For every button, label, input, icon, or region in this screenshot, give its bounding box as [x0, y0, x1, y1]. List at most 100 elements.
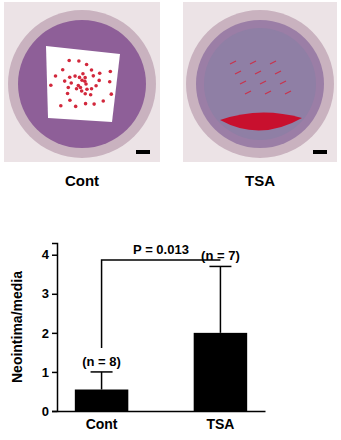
panel-label: TSA — [245, 172, 275, 189]
blood-cell — [108, 80, 112, 84]
blood-clot — [220, 112, 302, 130]
y-tick: 4 — [42, 247, 57, 262]
error-bar-cap — [91, 371, 113, 373]
blood-cell — [69, 81, 73, 85]
micrograph — [4, 2, 160, 162]
red-streak — [260, 81, 266, 84]
y-tick-mark — [52, 372, 57, 374]
y-tick-mark — [52, 294, 57, 296]
y-tick-mark — [52, 333, 57, 335]
blood-cell — [75, 87, 79, 91]
y-tick-mark — [52, 411, 57, 413]
x-tick: Cont — [86, 411, 118, 432]
plot-area — [75, 266, 247, 411]
blood-cell — [85, 87, 89, 91]
blood-cell — [61, 68, 65, 72]
blood-cell — [101, 99, 105, 103]
blood-cell — [92, 102, 96, 106]
p-value-label: P = 0.013 — [133, 242, 189, 257]
blood-cell — [80, 89, 84, 93]
error-bar — [209, 266, 231, 332]
y-tick: 0 — [42, 404, 57, 419]
y-tick-label: 2 — [42, 326, 49, 341]
error-bar — [91, 372, 113, 390]
blood-cell — [80, 78, 84, 82]
blood-cell — [83, 92, 87, 96]
blood-cell — [67, 59, 71, 63]
scale-bar — [313, 150, 327, 154]
lumen — [46, 46, 120, 122]
y-tick-mark — [52, 254, 57, 256]
blood-cell — [59, 104, 63, 108]
blood-cell — [68, 99, 72, 103]
x-axis: Cont TSA — [58, 411, 266, 432]
blood-cell — [77, 59, 81, 63]
x-tick-label: Cont — [86, 416, 118, 432]
blood-cell — [94, 84, 98, 88]
red-streak — [270, 61, 276, 64]
y-tick: 3 — [42, 286, 57, 301]
micrograph-background — [183, 2, 337, 162]
error-bar-stem — [101, 372, 103, 390]
blood-cell — [83, 76, 87, 80]
blood-cell — [89, 93, 93, 97]
blood-cell — [63, 79, 67, 83]
x-axis-line — [58, 411, 266, 413]
blood-cell — [66, 92, 70, 96]
y-axis-title: Neointima/media — [9, 271, 25, 383]
x-tick: TSA — [206, 411, 234, 432]
blood-cell — [68, 75, 72, 79]
micrograph — [183, 2, 337, 162]
red-streak — [280, 81, 286, 84]
blood-cell — [85, 63, 89, 67]
y-tick: 1 — [42, 365, 57, 380]
blood-cell — [49, 83, 53, 87]
blood-cell — [97, 79, 101, 83]
y-tick-label: 4 — [42, 247, 50, 262]
red-streak — [240, 81, 246, 84]
blood-cell — [90, 68, 94, 72]
panel-label: Cont — [65, 172, 99, 189]
adventitia — [186, 10, 334, 158]
bar — [194, 333, 247, 411]
red-streak — [285, 91, 291, 94]
y-tick-label: 0 — [42, 404, 49, 419]
error-bar-cap — [209, 266, 231, 268]
neointima — [204, 28, 316, 140]
blood-cell — [98, 71, 102, 75]
significance-bracket — [102, 260, 221, 348]
blood-cell — [92, 74, 96, 78]
adventitia — [8, 10, 156, 158]
blood-cell — [66, 86, 70, 90]
y-tick-label: 1 — [42, 365, 49, 380]
blood-cell — [109, 70, 113, 74]
scale-bar — [136, 150, 150, 154]
blood-cell — [90, 87, 94, 91]
red-streak — [275, 71, 281, 74]
red-streak — [235, 71, 241, 74]
y-tick-label: 3 — [42, 286, 49, 301]
red-streak — [255, 71, 261, 74]
red-streak — [245, 91, 251, 94]
vessel-wall — [196, 20, 324, 148]
blood-cell — [74, 105, 78, 109]
y-tick: 2 — [42, 326, 57, 341]
y-axis: 0 1 2 3 4 — [42, 244, 58, 419]
blood-cell — [54, 74, 58, 78]
bar — [75, 390, 128, 411]
error-bar-stem — [220, 266, 222, 332]
blood-cell — [84, 102, 88, 106]
vessel-wall — [18, 20, 146, 148]
blood-cell — [81, 72, 85, 76]
blood-cell — [78, 76, 82, 80]
x-tick-label: TSA — [206, 416, 234, 432]
red-streak — [230, 61, 236, 64]
red-streak — [265, 91, 271, 94]
blood-cell — [110, 92, 114, 96]
blood-cell — [79, 86, 83, 90]
red-streak — [250, 61, 256, 64]
micrograph-background — [4, 2, 160, 162]
n-label: (n = 8) — [82, 354, 121, 369]
y-axis-line — [52, 244, 58, 412]
blood-cell — [73, 74, 77, 78]
